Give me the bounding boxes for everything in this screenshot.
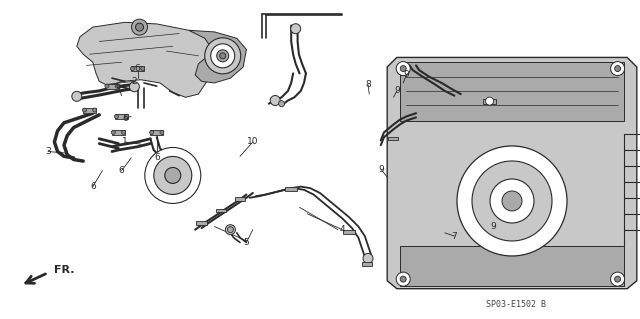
Polygon shape: [83, 108, 96, 113]
Circle shape: [93, 108, 97, 112]
Polygon shape: [112, 130, 125, 135]
Circle shape: [105, 84, 109, 88]
Text: 9: 9: [490, 222, 495, 231]
Circle shape: [396, 62, 410, 76]
Polygon shape: [235, 197, 245, 201]
Text: 8: 8: [365, 80, 371, 89]
Circle shape: [205, 38, 241, 74]
Circle shape: [396, 272, 410, 286]
Text: 6: 6: [90, 182, 95, 191]
Text: 2: 2: [132, 77, 137, 86]
Circle shape: [400, 276, 406, 282]
Circle shape: [145, 147, 201, 204]
Text: 6: 6: [135, 64, 140, 73]
Circle shape: [131, 67, 134, 70]
Circle shape: [614, 276, 621, 282]
Text: 9: 9: [404, 70, 409, 79]
Circle shape: [132, 19, 148, 35]
Text: 7: 7: [452, 232, 457, 241]
Circle shape: [72, 91, 82, 101]
Polygon shape: [400, 246, 624, 286]
Circle shape: [160, 130, 164, 134]
Polygon shape: [285, 187, 297, 191]
Text: 5: 5: [244, 238, 249, 247]
Circle shape: [150, 130, 154, 134]
Circle shape: [614, 66, 621, 71]
Text: 1: 1: [122, 137, 127, 146]
Circle shape: [490, 179, 534, 223]
Polygon shape: [77, 22, 227, 97]
Polygon shape: [362, 262, 372, 266]
Circle shape: [270, 95, 280, 106]
Polygon shape: [189, 30, 246, 83]
Circle shape: [400, 66, 406, 71]
Circle shape: [502, 191, 522, 211]
Text: 4: 4: [340, 225, 345, 234]
Text: 10: 10: [247, 137, 259, 146]
Circle shape: [154, 156, 192, 195]
Circle shape: [141, 67, 145, 70]
Circle shape: [122, 130, 125, 134]
Circle shape: [115, 115, 118, 118]
Polygon shape: [400, 62, 624, 121]
Circle shape: [291, 24, 301, 34]
Polygon shape: [150, 130, 163, 135]
Polygon shape: [131, 66, 144, 71]
Polygon shape: [388, 137, 398, 140]
Circle shape: [363, 253, 373, 263]
Text: 6: 6: [122, 114, 127, 122]
Circle shape: [165, 167, 181, 183]
Circle shape: [211, 44, 235, 68]
Circle shape: [611, 272, 625, 286]
Circle shape: [125, 115, 129, 118]
Circle shape: [220, 53, 226, 59]
Circle shape: [225, 225, 236, 235]
Polygon shape: [343, 230, 355, 234]
Circle shape: [136, 23, 143, 31]
Text: 9: 9: [378, 165, 383, 174]
Polygon shape: [106, 84, 118, 89]
Text: 6: 6: [154, 153, 159, 162]
Text: 6: 6: [116, 82, 121, 91]
Circle shape: [227, 227, 234, 233]
Circle shape: [472, 161, 552, 241]
Polygon shape: [483, 99, 496, 104]
Circle shape: [486, 97, 493, 105]
Polygon shape: [196, 221, 207, 225]
Polygon shape: [115, 114, 128, 119]
Text: 9: 9: [394, 86, 399, 95]
Text: FR.: FR.: [54, 264, 75, 275]
Circle shape: [217, 50, 228, 62]
Polygon shape: [216, 209, 226, 212]
Text: 3: 3: [45, 147, 51, 156]
Circle shape: [83, 108, 86, 112]
Text: SP03-E1502 B: SP03-E1502 B: [486, 300, 547, 309]
Circle shape: [457, 146, 567, 256]
Circle shape: [278, 101, 285, 107]
Circle shape: [115, 84, 119, 88]
Circle shape: [611, 62, 625, 76]
Polygon shape: [387, 57, 637, 289]
Circle shape: [111, 130, 115, 134]
Text: 6: 6: [119, 166, 124, 175]
Circle shape: [129, 82, 140, 92]
